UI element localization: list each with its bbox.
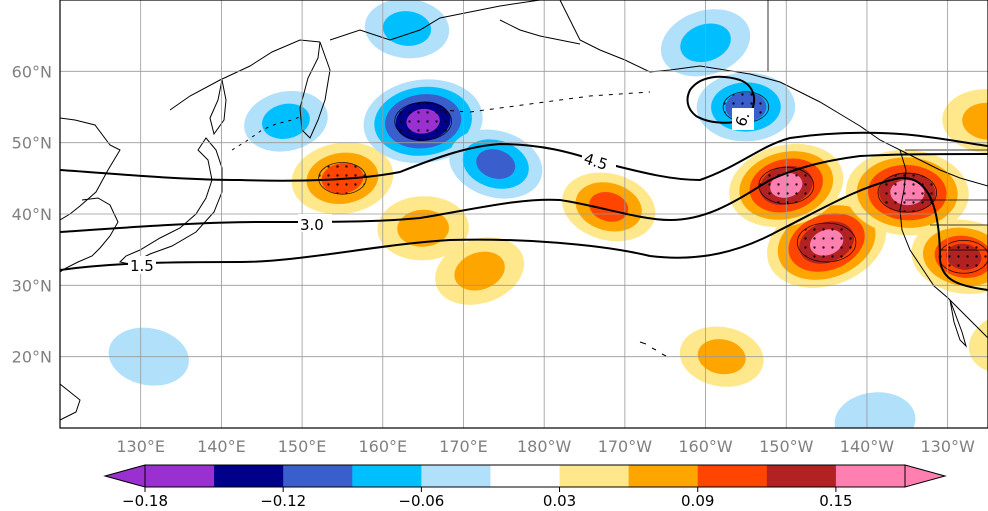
colorbar-swatch: [835, 465, 906, 487]
coast-asia: [60, 117, 121, 221]
anomaly-blob: [942, 89, 988, 154]
coast-alaska: [559, 0, 988, 187]
borders: [767, 0, 988, 251]
contour-labels: 1.5 3.0 4.5 6.: [128, 108, 754, 275]
colorbar-tick-label: −0.18: [122, 492, 168, 510]
coast-japan: [118, 137, 223, 265]
colorbar-swatch: [628, 465, 699, 487]
lon-tick-label: 180°W: [517, 437, 572, 456]
contour-3-0: [60, 153, 988, 233]
colorbar-swatch: [283, 465, 353, 487]
anomaly-blob: [962, 102, 988, 140]
colorbar-swatch: [697, 465, 768, 487]
colorbar-swatch: [766, 465, 837, 487]
lat-tick-labels: 20°N 30°N 40°N 50°N 60°N: [12, 62, 52, 366]
contour-label-bg-4: [732, 108, 754, 130]
lat-tick-label: 20°N: [12, 348, 52, 367]
lon-tick-label: 150°W: [759, 437, 814, 456]
contour-1-5: [60, 176, 988, 291]
anomaly-blob: [454, 251, 505, 291]
lon-tick-label: 150°E: [278, 437, 327, 456]
lon-tick-label: 130°E: [116, 437, 165, 456]
lat-tick-label: 40°N: [12, 205, 52, 224]
stipple-region: [394, 101, 452, 141]
contour-label-6: 6.: [732, 109, 754, 129]
colorbar-tick-label: 0.09: [681, 492, 714, 510]
lat-tick-label: 50°N: [12, 134, 52, 153]
colorbar-tick-label: 0.03: [543, 492, 576, 510]
lon-tick-labels: 130°E 140°E 150°E 160°E 170°E 180°W 170°W 160°W…: [116, 437, 975, 456]
colorbar-tick-label: 0.15: [819, 492, 852, 510]
coast-alaska-north: [499, 19, 581, 45]
lat-tick-label: 30°N: [12, 276, 52, 295]
stipple-region: [938, 239, 988, 274]
coast-hawaii: [639, 341, 667, 357]
coast-okhotsk: [169, 39, 321, 111]
anomaly-blob: [476, 149, 516, 179]
coast-north-america: [899, 149, 988, 339]
lon-tick-label: 170°W: [598, 437, 653, 456]
coast-baja: [949, 299, 968, 348]
colorbar-swatch: [421, 465, 491, 487]
colorbar-extend-max: [904, 464, 947, 488]
contour-label-bg-2: [298, 214, 332, 232]
colorbar-tick-label: −0.12: [260, 492, 306, 510]
lon-tick-label: 160°E: [358, 437, 407, 456]
anomaly-field: [60, 0, 988, 428]
colorbar-swatch: [214, 465, 284, 487]
lon-tick-label: 140°W: [840, 437, 895, 456]
lon-tick-label: 160°W: [678, 437, 733, 456]
coast-philippines: [60, 383, 81, 421]
lon-tick-label: 170°E: [439, 437, 488, 456]
colorbar-swatch: [352, 465, 422, 487]
contours: [60, 75, 988, 291]
contour-label-bg-3: [582, 152, 616, 172]
stipple-region: [877, 172, 938, 213]
colorbar-swatch: [559, 465, 630, 487]
coastlines: [60, 0, 988, 421]
anomaly-blob: [834, 392, 916, 428]
colorbar-extend-min: [103, 464, 146, 488]
anomaly-blob: [262, 103, 310, 139]
colorbar: −0.18 −0.12 −0.06 0.03 0.09 0.15: [103, 464, 947, 510]
map-frame: [59, 0, 988, 429]
coast-kamchatka: [299, 41, 331, 139]
contour-label-1-5: 1.5: [130, 257, 154, 275]
coast-siberia: [329, 0, 541, 41]
lon-tick-label: 140°E: [197, 437, 246, 456]
colorbar-frame: [144, 464, 906, 488]
contour-label-3-0: 3.0: [300, 216, 324, 234]
contour-label-bg-1: [128, 256, 156, 274]
colorbar-swatch: [490, 465, 561, 487]
anomaly-blob: [382, 11, 432, 46]
coast-korea: [60, 197, 119, 273]
coast-sakhalin: [209, 79, 227, 136]
gridlines: [60, 0, 988, 428]
stipple-region: [796, 222, 857, 263]
colorbar-tick-label: −0.06: [398, 492, 444, 510]
lat-tick-label: 60°N: [12, 62, 52, 81]
lon-tick-label: 130°W: [920, 437, 975, 456]
colorbar-swatch: [145, 465, 215, 487]
